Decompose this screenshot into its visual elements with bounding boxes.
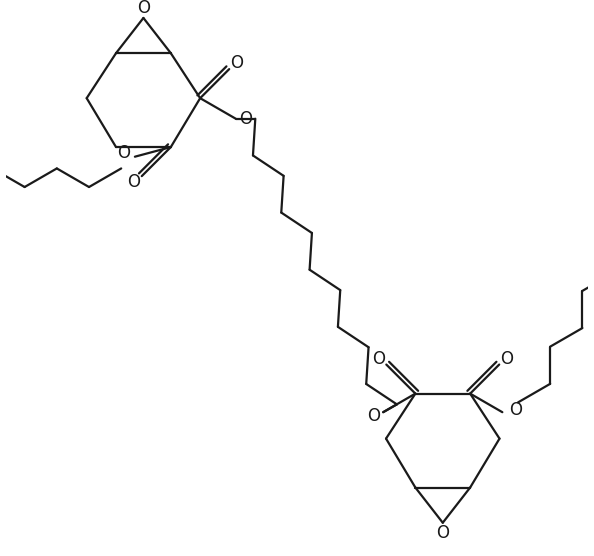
- Text: O: O: [372, 350, 385, 368]
- Text: O: O: [501, 350, 514, 368]
- Text: O: O: [436, 524, 449, 542]
- Text: O: O: [510, 401, 523, 419]
- Text: O: O: [116, 144, 129, 162]
- Text: O: O: [128, 173, 140, 191]
- Text: O: O: [230, 54, 244, 72]
- Text: O: O: [137, 0, 150, 17]
- Text: O: O: [367, 407, 380, 425]
- Text: O: O: [239, 110, 252, 128]
